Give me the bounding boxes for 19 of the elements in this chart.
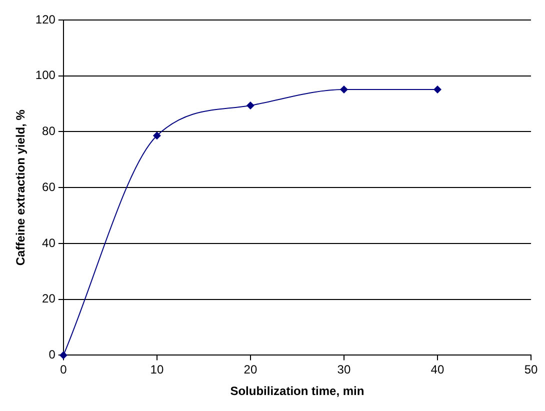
x-tick-label: 40 (430, 362, 444, 377)
y-tick-label: 40 (42, 236, 56, 250)
y-tick-label: 100 (35, 68, 56, 82)
y-tick-label: 20 (42, 292, 56, 306)
x-tick-label: 50 (524, 362, 538, 377)
y-tick-label: 80 (42, 124, 56, 138)
point (340, 86, 348, 94)
point (152, 132, 161, 140)
y-axis-title: Caffeine extraction yield, % (14, 109, 28, 266)
point (246, 101, 254, 110)
y-tick-label: 0 (48, 348, 56, 362)
x-tick-label: 20 (244, 362, 258, 377)
point (433, 86, 442, 94)
x-axis-title: Solubilization time, min (230, 384, 364, 398)
x-tick-label: 10 (150, 362, 164, 377)
x-tick-label: 0 (60, 362, 68, 377)
y-tick-label: 60 (42, 180, 56, 194)
x-tick-label: 30 (337, 362, 351, 377)
y-tick-label: 120 (35, 12, 56, 26)
